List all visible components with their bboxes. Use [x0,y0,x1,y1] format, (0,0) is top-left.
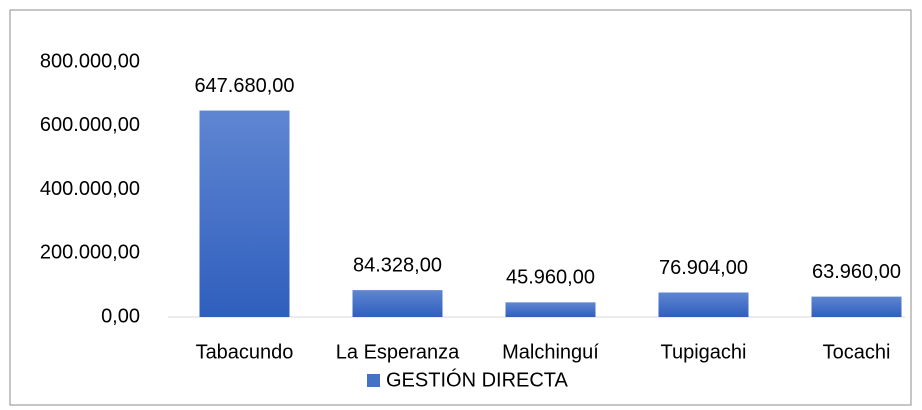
data-label: 45.960,00 [506,267,595,289]
legend-swatch [367,374,380,387]
y-tick-label: 600.000,00 [40,114,140,136]
bar [658,292,749,317]
bar [505,302,596,317]
chart-frame [9,9,912,406]
x-tick-label: La Esperanza [336,341,460,363]
x-tick-label: Malchinguí [502,341,599,363]
x-tick-label: Tocachi [823,341,891,363]
bar [199,110,290,317]
y-tick-label: 200.000,00 [40,242,140,264]
data-label: 84.328,00 [353,254,442,276]
x-tick-label: Tupigachi [661,341,747,363]
y-tick-label: 0,00 [101,305,140,327]
y-tick-label: 400.000,00 [40,178,140,200]
x-tick-label: Tabacundo [196,341,294,363]
y-tick-label: 800.000,00 [40,50,140,72]
data-label: 647.680,00 [194,75,294,97]
bar [352,290,443,317]
data-label: 76.904,00 [659,257,748,279]
data-label: 63.960,00 [812,261,901,283]
legend-label: GESTIÓN DIRECTA [386,368,569,391]
bar [811,296,902,317]
